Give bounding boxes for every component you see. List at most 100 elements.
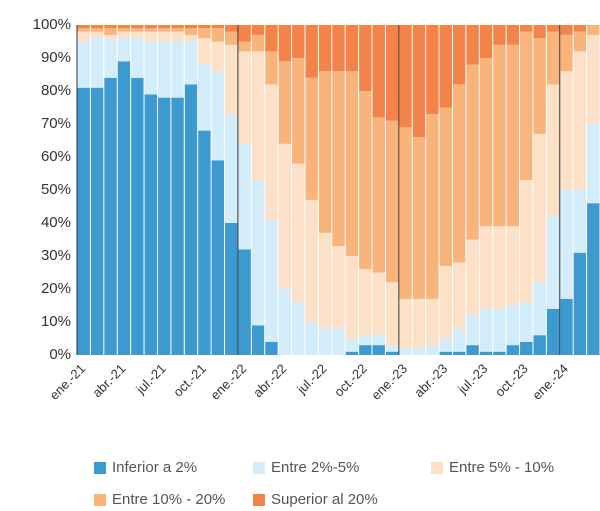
bar-segment [117,31,131,39]
bar-segment [345,338,359,352]
bar-segment [171,28,184,32]
bar-segment [211,160,225,355]
bar-segment [171,25,184,29]
bar-segment [265,84,278,220]
bar-segment [546,308,560,355]
bar-segment [90,38,104,88]
bar-segment [533,335,546,355]
bar-segment [426,114,439,299]
bar-segment [439,107,452,266]
y-tick-label: 0% [49,346,71,363]
bar-segment [265,341,278,355]
bar-segment [372,25,385,118]
bar-segment [184,28,198,35]
bar-segment [305,77,318,200]
bar-segment [546,31,560,85]
bar-segment [77,31,90,42]
bar-segment [90,25,104,29]
bar-segment [278,289,292,355]
bar-segment [251,25,265,35]
bar-segment [560,298,573,355]
bar-segment [104,38,117,78]
bar-segment [332,71,345,247]
bar-segment [292,302,305,355]
bar-segment [144,94,157,356]
bar-segment [238,41,251,52]
y-tick-label: 20% [41,280,71,297]
bar-segment [104,34,117,39]
legend-label: Entre 10% - 20% [112,491,225,508]
bar-segment [439,351,452,355]
bar-segment [184,84,198,356]
bar-segment [318,232,332,329]
bar-segment [372,335,385,346]
bar-segment [426,345,439,355]
bar-segment [412,348,426,355]
bar-segment [251,51,265,181]
bar-segment [412,298,426,349]
bar-segment [520,31,533,181]
bar-segment [184,34,198,42]
bar-segment [573,252,587,355]
bar-segment [412,25,426,138]
bar-segment [238,249,251,355]
bar-segment [211,71,225,161]
bar-segment [238,25,251,42]
bar-segment [439,338,452,352]
legend-swatch [253,494,265,506]
bar-segment [332,246,345,329]
x-tick-label: ene.-21 [46,361,88,403]
bar-segment [520,341,533,355]
x-tick-label: oct.-23 [492,361,531,400]
bar-segment [77,25,90,29]
bar-segment [292,25,305,58]
bar-segment [587,25,600,35]
bar-segment [77,41,90,88]
bar-segment [506,25,520,45]
bar-segment [385,282,399,346]
legend-label: Entre 5% - 10% [449,459,554,476]
bar-segment [466,239,479,316]
bar-segment [198,25,211,29]
bar-segment [573,51,587,191]
bar-segment [520,302,533,342]
bar-segment [157,25,171,29]
bar-segment [104,77,117,356]
bar-segment [198,28,211,39]
bar-segment [479,351,493,355]
bar-segment [131,77,144,356]
bar-segment [520,25,533,32]
bar-segment [211,28,225,42]
bar-segment [278,143,292,289]
bar-segment [225,25,238,32]
bar-segment [225,31,238,45]
bar-segment [560,190,573,299]
bar-segment [238,51,251,144]
y-tick-label: 50% [41,181,71,198]
bar-segment [426,298,439,346]
bar-segment [493,308,506,352]
bar-segment [292,163,305,303]
bar-segment [332,328,345,355]
bar-segment [573,25,587,32]
bar-segment [399,127,412,299]
bar-segment [560,71,573,190]
bar-segment [533,282,546,336]
bar-segment [77,28,90,32]
bar-segment [211,41,225,72]
bar-segment [359,335,372,346]
bar-segment [225,44,238,115]
bar-segment [587,34,600,124]
bar-segment [452,351,466,355]
bar-segment [198,64,211,131]
bar-segment [184,25,198,29]
x-tick-label: oct.-22 [331,361,370,400]
bar-segment [399,348,412,355]
bar-segment [372,345,385,355]
bar-segment [466,25,479,65]
bar-segment [546,84,560,217]
bar-segment [131,38,144,78]
bar-segment [198,130,211,355]
bar-segment [225,223,238,355]
